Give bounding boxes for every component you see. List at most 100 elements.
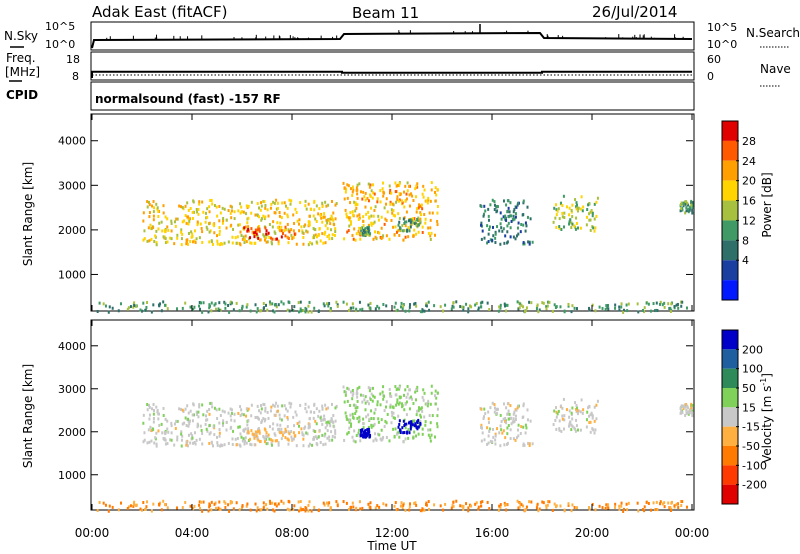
power-pixel [216,234,219,238]
power-pixel [404,220,407,224]
velocity-pixel [363,430,366,434]
power-pixel [504,234,507,238]
power-pixel [411,221,414,225]
velocity-pixel [325,407,328,411]
velocity-pixel [451,504,454,508]
velocity-pixel [293,504,296,508]
velocity-pixel [407,428,410,432]
velocity-pixel [267,416,270,420]
power-pixel [398,216,401,220]
velocity-pixel [260,407,263,411]
velocity-pixel [604,506,607,510]
velocity-pixel [377,417,380,421]
power-pixel [267,231,270,235]
velocity-pixel [522,425,525,429]
velocity-pixel [410,395,413,399]
power-pixel [258,215,261,219]
velocity-pixel [518,505,521,509]
power-pixel [201,310,204,314]
power-pixel [256,307,259,311]
velocity-pixel [218,500,221,504]
velocity-pixel [148,405,151,409]
velocity-pixel [661,502,664,506]
power-pixel [570,209,573,213]
power-pixel [211,242,214,246]
velocity-pixel [379,392,382,396]
power-pixel [210,301,213,305]
power-pixel [389,191,392,195]
velocity-pixel [162,414,165,418]
velocity-pixel [291,438,294,442]
power-pixel [273,303,276,307]
velocity-pixel [150,509,153,513]
velocity-pixel [691,404,694,408]
velocity-pixel [265,442,268,446]
power-pixel [353,200,356,204]
power-pixel [284,204,287,208]
velocity-pixel [258,429,261,433]
velocity-pixel [263,403,266,407]
power-pixel [319,239,322,243]
power-pixel [142,238,145,242]
velocity-pixel [221,409,224,413]
velocity-pixel [344,393,347,397]
power-pixel [158,221,161,225]
velocity-pixel [318,428,321,432]
power-pixel [210,239,213,243]
power-pixel [272,200,275,204]
velocity-pixel [246,423,249,427]
power-pixel [286,308,289,312]
power-pixel [162,235,165,239]
velocity-pixel [689,408,692,412]
velocity-pixel [286,437,289,441]
velocity-pixel [497,508,500,512]
power-pixel [227,304,230,308]
power-pixel [425,304,428,308]
velocity-pixel [417,409,420,413]
velocity-pixel [415,413,418,417]
power-pixel [409,303,412,307]
power-pixel [202,210,205,214]
velocity-pixel [352,505,355,509]
power-pixel [393,214,396,218]
velocity-pixel [587,406,590,410]
velocity-pixel [243,428,246,432]
power-pixel [547,300,550,304]
power-pixel [148,215,151,219]
velocity-pixel [502,402,505,406]
power-pixel [588,308,591,312]
velocity-pixel [680,404,683,408]
velocity-pixel [394,427,397,431]
power-pixel [522,199,525,203]
power-pixel [415,210,418,214]
velocity-pixel [384,405,387,409]
power-pixel [383,191,386,195]
power-pixel [250,227,253,231]
velocity-pixel [680,409,683,413]
velocity-pixel [607,506,610,510]
velocity-pixel [618,504,621,508]
power-pixel [236,235,239,239]
power-pixel [304,306,307,310]
power-pixel [484,209,487,213]
power-pixel [427,196,430,200]
velocity-pixel [180,430,183,434]
power-pixel [427,300,430,304]
power-pixel [176,236,179,240]
velocity-pixel [96,509,99,513]
velocity-pixel [688,411,691,415]
velocity-pixel [393,416,396,420]
velocity-pixel [208,502,211,506]
power-pixel [157,214,160,218]
power-pixel [356,196,359,200]
velocity-pixel [265,503,268,507]
velocity-pixel [231,442,234,446]
velocity-pixel [436,407,439,411]
power-pixel [213,303,216,307]
power-pixel [302,309,305,313]
velocity-pixel [286,417,289,421]
velocity-pixel [258,417,261,421]
power-pixel [317,233,320,237]
velocity-pixel [523,508,526,512]
